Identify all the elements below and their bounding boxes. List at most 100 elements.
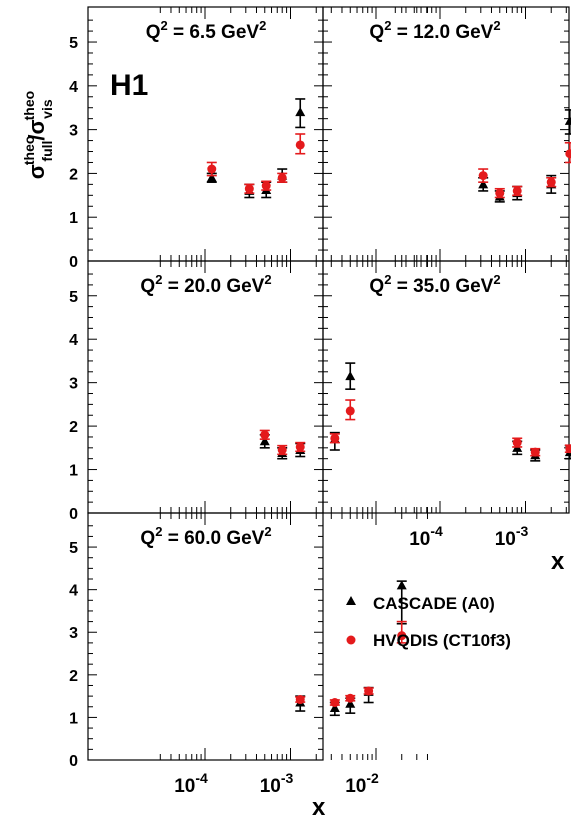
- y-tick-label: 2: [69, 419, 78, 436]
- y-tick-label: 1: [69, 710, 78, 727]
- hvqdis-point: [259, 429, 270, 440]
- x-axis-label-right: x: [551, 548, 565, 575]
- ylabel-sigma2: σ: [24, 119, 49, 134]
- hvqdis-point: [295, 441, 306, 453]
- ylabel-slash: /: [24, 134, 49, 140]
- cascade-point: [345, 362, 356, 390]
- panel-frame: [87, 6, 324, 262]
- legend-cascade-label: CASCADE (A0): [373, 594, 495, 613]
- circle-marker: [512, 186, 522, 196]
- y-tick-label: 1: [69, 463, 78, 480]
- circle-marker: [277, 173, 287, 183]
- panel-4: 10-410-310-2Q2 = 35.0 GeV2: [322, 260, 571, 550]
- y-tick-label: 0: [69, 254, 78, 271]
- ylabel-sub1: full: [39, 141, 55, 162]
- x-tick-label: 10-4: [174, 770, 208, 797]
- x-tick-label: 10-4: [409, 523, 443, 550]
- x-tick-label: 10-2: [345, 770, 379, 797]
- y-tick-label: 0: [69, 506, 78, 523]
- chart-panels: 0 1 2 3 4 5 Q2 = 6.5 GeV2 Q2 = 12.0 GeV2 0 1 2 3 4 5 Q…: [69, 6, 571, 797]
- hvqdis-point: [329, 433, 340, 444]
- triangle-marker: [295, 107, 306, 117]
- circle-marker: [512, 438, 522, 448]
- panel-1: 0 1 2 3 4 5 Q2 = 6.5 GeV2: [69, 6, 428, 271]
- circle-marker: [345, 693, 355, 703]
- hvqdis-point: [494, 187, 505, 199]
- y-tick-label: 4: [69, 79, 78, 96]
- ylabel-sup1: theo: [21, 136, 37, 166]
- hvqdis-point: [277, 172, 288, 183]
- y-tick-label: 5: [69, 540, 78, 557]
- y-axis-label: σtheo full/σtheo vis: [21, 91, 55, 179]
- hvqdis-point: [295, 133, 306, 155]
- circle-marker: [546, 177, 556, 187]
- circle-marker: [277, 445, 287, 455]
- x-axis-label-bottom: x: [312, 794, 326, 820]
- panel-frame: [87, 260, 324, 514]
- y-tick-label: 3: [69, 123, 78, 140]
- hvqdis-point: [512, 437, 523, 448]
- y-tick-label: 1: [69, 210, 78, 227]
- panel-frame: [322, 260, 570, 514]
- circle-marker: [495, 188, 505, 198]
- hvqdis-point: [546, 176, 557, 188]
- y-tick-label: 2: [69, 166, 78, 183]
- y-tick-label: 4: [69, 332, 78, 349]
- hvqdis-point: [345, 399, 356, 421]
- y-tick-label: 5: [69, 35, 78, 52]
- y-tick-label: 2: [69, 668, 78, 685]
- triangle-marker: [478, 179, 489, 189]
- hvqdis-point: [295, 695, 306, 705]
- panel-2: Q2 = 12.0 GeV2: [322, 6, 571, 262]
- panel-5: 0 1 2 3 4 5 10-4 10-3 10-2 Q2 = 60.0 GeV2: [69, 512, 428, 797]
- triangle-marker: [396, 580, 407, 590]
- circle-marker: [364, 686, 374, 696]
- hvqdis-point: [396, 620, 407, 644]
- circle-marker: [295, 140, 305, 150]
- hvqdis-point: [329, 698, 340, 708]
- hvqdis-point: [512, 185, 523, 197]
- legend: CASCADE (A0) HVQDIS (CT10f3): [346, 594, 511, 650]
- legend-hvqdis-label: HVQDIS (CT10f3): [373, 631, 511, 650]
- triangle-marker: [206, 172, 217, 182]
- triangle-marker: [564, 115, 571, 125]
- circle-marker: [244, 184, 254, 194]
- circle-marker: [397, 631, 407, 641]
- hvqdis-point: [564, 444, 571, 454]
- y-tick-label: 5: [69, 289, 78, 306]
- circle-marker: [330, 698, 340, 708]
- circle-marker: [478, 171, 488, 181]
- triangle-marker: [345, 371, 356, 381]
- circle-marker: [565, 444, 571, 454]
- circle-marker: [345, 406, 355, 416]
- y-tick-label: 0: [69, 753, 78, 770]
- panel-title: Q2 = 6.5 GeV2: [146, 18, 267, 43]
- hvqdis-point: [564, 141, 571, 164]
- circle-marker: [530, 447, 540, 457]
- triangle-marker: [329, 703, 340, 713]
- circle-marker: [260, 430, 270, 440]
- cascade-point: [564, 109, 571, 135]
- h1-logo: H1: [110, 69, 148, 102]
- hvqdis-point: [206, 161, 217, 177]
- circle-marker: [565, 149, 571, 159]
- x-tick-label: 10-3: [260, 770, 294, 797]
- ylabel-sigma: σ: [24, 164, 49, 179]
- circle-marker: [295, 695, 305, 705]
- cascade-point: [295, 98, 306, 129]
- hvqdis-point: [478, 168, 489, 183]
- hvqdis-point: [261, 180, 272, 191]
- circle-marker: [295, 442, 305, 452]
- panel-frame: [87, 512, 324, 761]
- circle-marker: [330, 433, 340, 443]
- hvqdis-point: [277, 444, 288, 456]
- panel-title: Q2 = 35.0 GeV2: [369, 272, 500, 297]
- panel-3: 0 1 2 3 4 5 Q2 = 20.0 GeV2: [69, 260, 428, 523]
- triangle-marker: [259, 436, 270, 446]
- panel-frame: [322, 6, 570, 262]
- ylabel-sup2: theo: [21, 91, 37, 121]
- hvqdis-point: [345, 693, 356, 703]
- hvqdis-point: [530, 447, 541, 457]
